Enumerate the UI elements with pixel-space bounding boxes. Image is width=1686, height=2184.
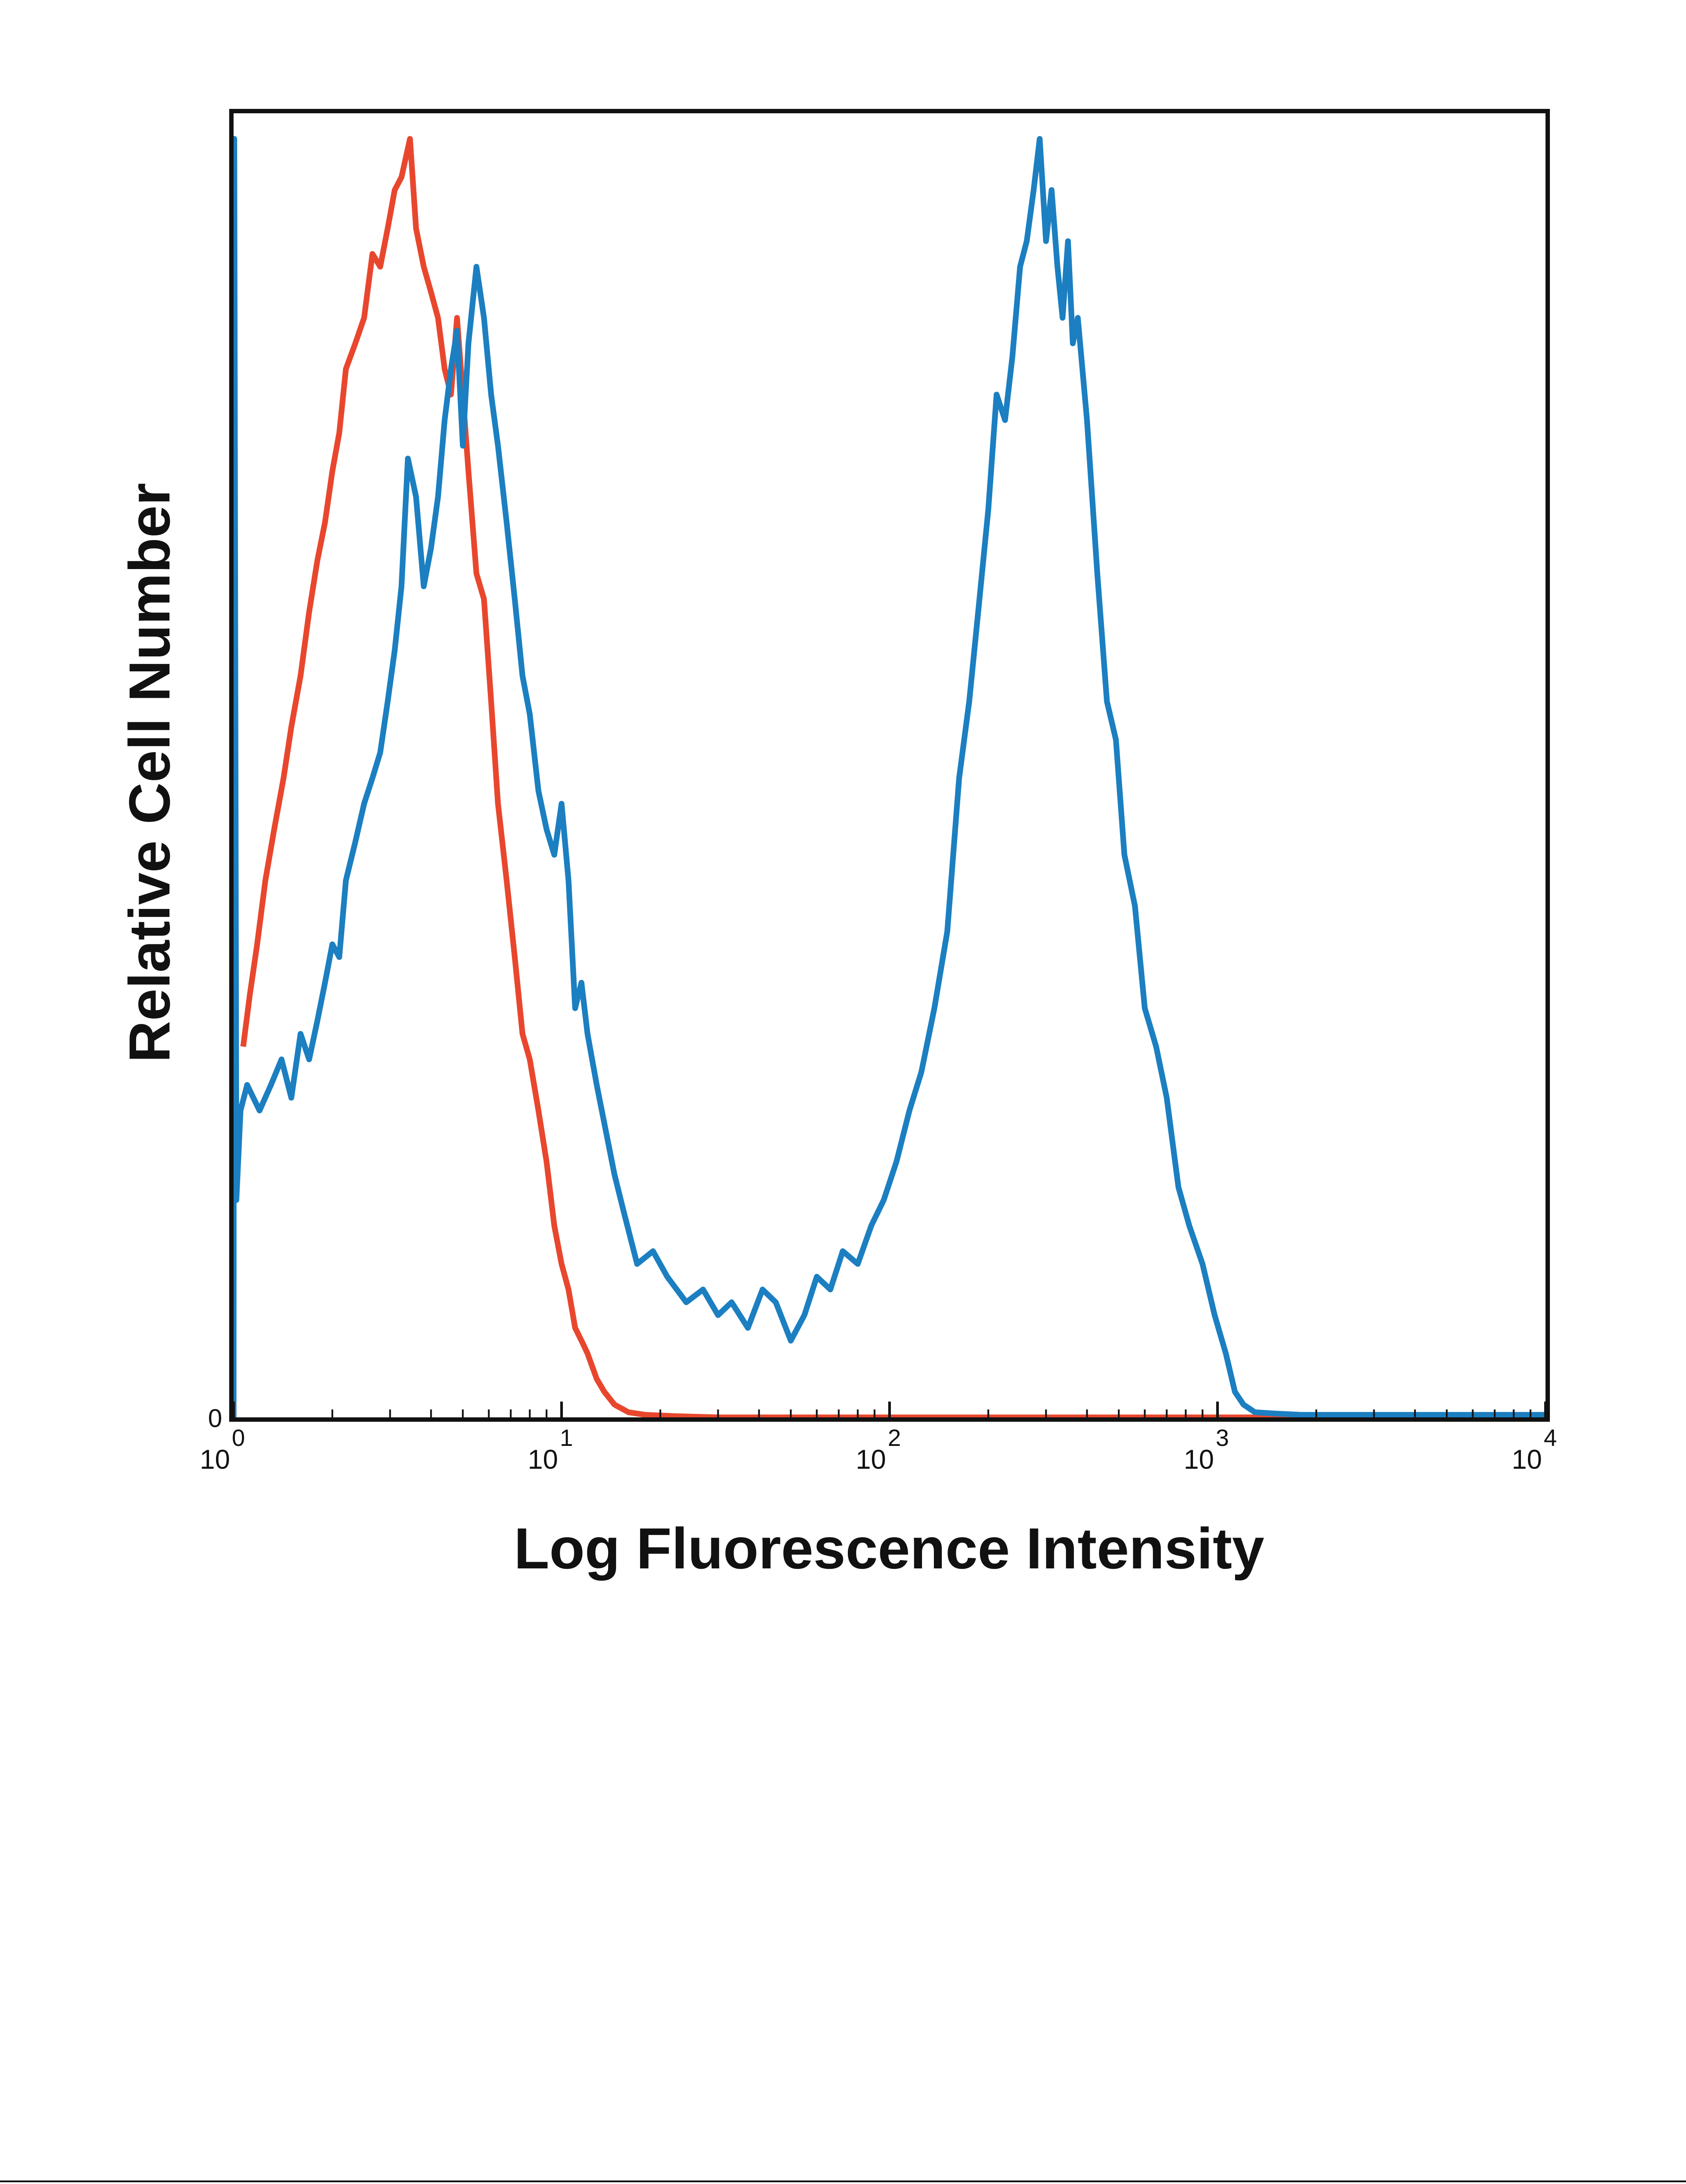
x-tick-exponent: 0 (232, 1425, 245, 1451)
y-axis-label: Relative Cell Number (117, 483, 182, 1063)
x-tick-label: 10 (528, 1445, 558, 1475)
x-tick-exponent: 4 (1544, 1425, 1557, 1451)
x-tick-label: 10 (1184, 1445, 1214, 1475)
x-tick-exponent: 3 (1216, 1425, 1229, 1451)
x-tick-exponent: 1 (560, 1425, 573, 1451)
x-tick-exponent: 2 (888, 1425, 901, 1451)
x-axis-label: Log Fluorescence Intensity (514, 1516, 1264, 1581)
series-layer (231, 136, 1546, 1420)
series-line-1 (240, 136, 1546, 1420)
bottom-rule (0, 2180, 1686, 2182)
x-tick-label: 10 (1512, 1445, 1542, 1475)
plot-frame (229, 109, 1550, 1422)
series-line-2 (231, 136, 1546, 1418)
x-axis-ticks (232, 1402, 1547, 1417)
y-axis-tick-label: 0 (208, 1404, 222, 1433)
x-tick-label: 10 (856, 1445, 886, 1475)
x-tick-label: 10 (200, 1445, 230, 1475)
